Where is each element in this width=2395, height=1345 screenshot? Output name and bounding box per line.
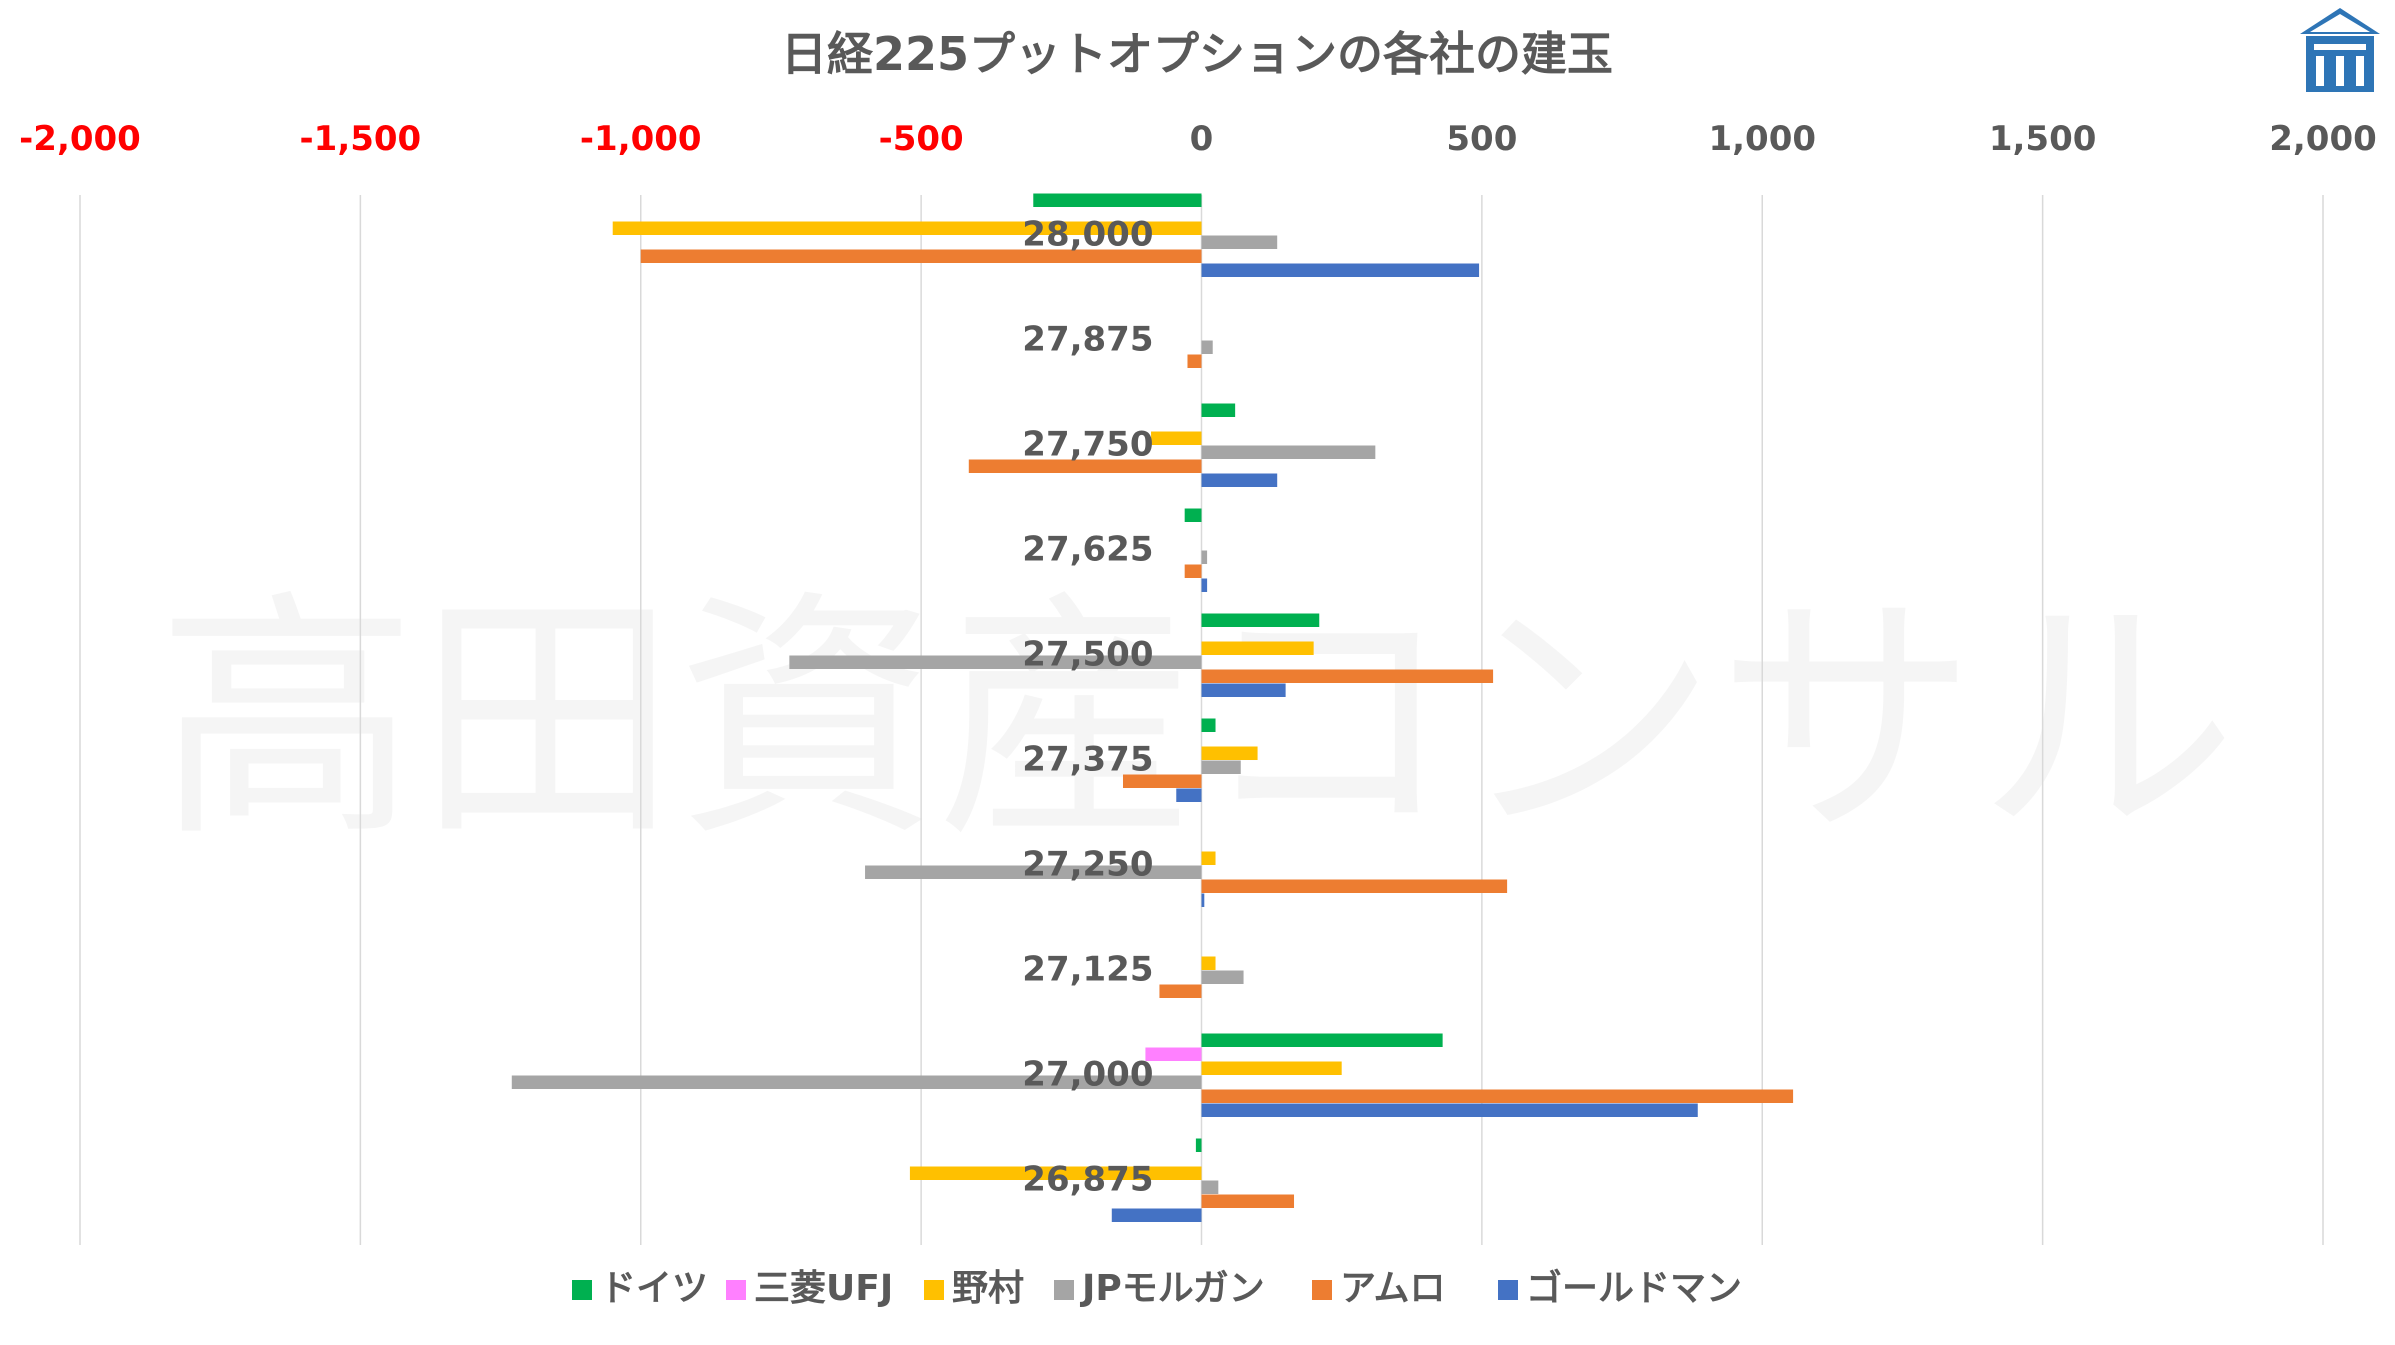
bar xyxy=(789,655,1202,669)
legend-swatch xyxy=(726,1280,746,1300)
bar xyxy=(1176,788,1202,802)
category-label: 27,250 xyxy=(1022,845,1153,885)
legend-label: ゴールドマン xyxy=(1526,1267,1742,1309)
category-label: 27,625 xyxy=(1022,530,1153,570)
bar xyxy=(1201,893,1205,907)
bar xyxy=(1145,1047,1202,1061)
category-label: 27,875 xyxy=(1022,320,1153,360)
bar xyxy=(1201,340,1213,354)
bar xyxy=(1201,970,1244,984)
bar xyxy=(909,1166,1202,1180)
bar xyxy=(1201,613,1320,627)
bar xyxy=(1201,1194,1295,1208)
bar xyxy=(511,1075,1202,1089)
category-label: 28,000 xyxy=(1022,215,1153,255)
bar xyxy=(1159,984,1202,998)
bar xyxy=(1201,1089,1794,1103)
bar xyxy=(1201,1180,1219,1194)
bar xyxy=(1201,1103,1698,1117)
bar xyxy=(1201,403,1236,417)
category-label: 27,500 xyxy=(1022,635,1153,675)
bar xyxy=(1201,550,1208,564)
legend-label: ドイツ xyxy=(600,1268,708,1309)
x-tick-label: 500 xyxy=(1446,119,1517,159)
bar xyxy=(1122,774,1202,788)
bar xyxy=(1111,1208,1202,1222)
bar xyxy=(1201,718,1216,732)
bar xyxy=(1201,956,1216,970)
category-label: 27,000 xyxy=(1022,1055,1153,1095)
legend-swatch xyxy=(924,1280,944,1300)
bar xyxy=(1195,1138,1202,1152)
legend-label: 野村 xyxy=(952,1268,1024,1309)
bar xyxy=(1201,235,1278,249)
x-tick-label: 0 xyxy=(1190,119,1214,159)
legend-swatch xyxy=(1312,1280,1332,1300)
bar xyxy=(1201,473,1278,487)
bar xyxy=(1184,564,1202,578)
x-tick-label: 1,500 xyxy=(1989,119,2097,159)
x-tick-label: 2,000 xyxy=(2269,119,2377,159)
bar xyxy=(1201,641,1314,655)
bar xyxy=(1201,746,1258,760)
bar xyxy=(1201,1061,1342,1075)
bar xyxy=(968,459,1202,473)
logo-icon xyxy=(2300,8,2380,92)
chart-title: 日経225プットオプションの各社の建玉 xyxy=(781,27,1613,81)
bar xyxy=(865,865,1202,879)
category-label: 27,750 xyxy=(1022,425,1153,465)
legend-label: JPモルガン xyxy=(1079,1268,1265,1309)
bar xyxy=(1184,508,1202,522)
bar xyxy=(1151,431,1202,445)
category-label: 26,875 xyxy=(1022,1160,1153,1200)
x-tick-label: -2,000 xyxy=(19,119,141,159)
x-tick-label: 1,000 xyxy=(1708,119,1816,159)
legend: ドイツ 三菱UFJ 野村 JPモルガン アムロ ゴールドマン xyxy=(572,1267,1742,1309)
bar xyxy=(1033,193,1202,207)
bar xyxy=(1201,760,1241,774)
category-label: 27,125 xyxy=(1022,950,1153,990)
category-label: 27,375 xyxy=(1022,740,1153,780)
bar xyxy=(1201,851,1216,865)
x-tick-label: -500 xyxy=(879,119,964,159)
watermark-text: 高田資産コンサル xyxy=(157,570,2237,872)
legend-swatch xyxy=(1498,1280,1518,1300)
bar xyxy=(1201,683,1286,697)
bar xyxy=(1187,354,1202,368)
legend-swatch xyxy=(1054,1280,1074,1300)
x-tick-label: -1,000 xyxy=(580,119,702,159)
legend-swatch xyxy=(572,1280,592,1300)
legend-label: アムロ xyxy=(1340,1268,1445,1309)
bar xyxy=(640,249,1202,263)
bar xyxy=(1201,879,1508,893)
bar xyxy=(1201,669,1494,683)
bar xyxy=(1201,1033,1443,1047)
bar xyxy=(1201,578,1208,592)
x-tick-label: -1,500 xyxy=(300,119,422,159)
bar xyxy=(1201,263,1480,277)
bar xyxy=(612,221,1202,235)
legend-label: 三菱UFJ xyxy=(754,1268,893,1309)
bar xyxy=(1201,445,1376,459)
